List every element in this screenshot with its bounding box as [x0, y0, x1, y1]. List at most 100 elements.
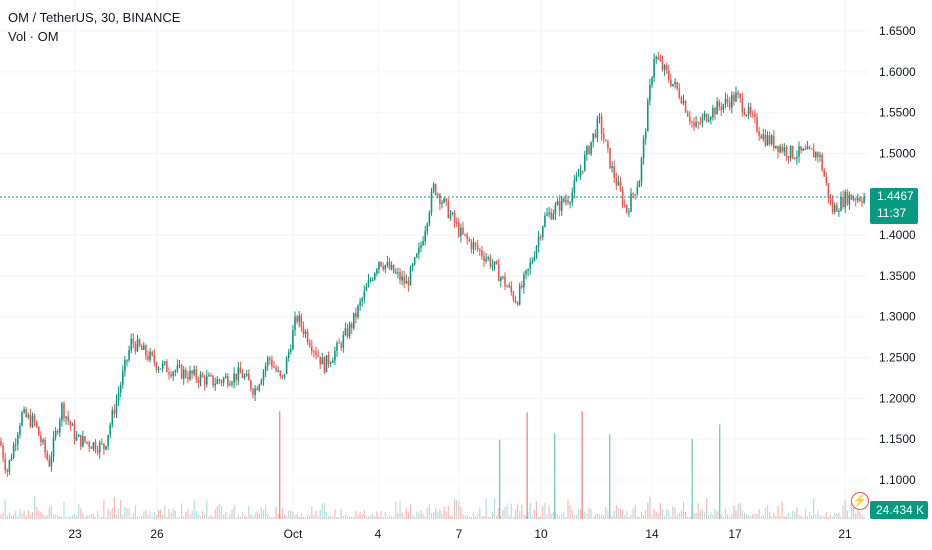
candle-body: [67, 416, 69, 422]
volume-bar: [99, 516, 101, 519]
volume-bar: [124, 506, 126, 519]
candle-body: [390, 264, 393, 269]
volume-bar: [378, 516, 380, 519]
volume-bar: [252, 515, 254, 519]
candle-body: [611, 166, 613, 169]
volume-bar: [611, 515, 613, 519]
volume-bar: [699, 510, 701, 519]
volume-bar: [638, 516, 640, 519]
candle-body: [663, 65, 666, 70]
volume-bar: [863, 516, 865, 519]
volume-bar: [355, 511, 357, 519]
volume-bar: [748, 514, 750, 519]
symbol-title[interactable]: OM / TetherUS, 30, BINANCE: [8, 10, 181, 25]
candle-body: [542, 226, 544, 238]
candle-body: [670, 79, 672, 86]
candle-body: [434, 184, 437, 195]
volume-bar: [256, 511, 258, 519]
candle-body: [470, 241, 473, 250]
candle-body: [63, 403, 65, 419]
candle-body: [728, 101, 731, 108]
candle-body: [214, 383, 216, 386]
candle-body: [577, 175, 580, 177]
volume-bar: [409, 504, 412, 519]
volume-bar: [792, 510, 794, 519]
volume-bar: [286, 515, 288, 519]
candle-body: [405, 280, 408, 284]
volume-bar: [92, 513, 94, 519]
volume-bar: [367, 516, 370, 519]
candle-body: [560, 198, 563, 211]
candle-body: [227, 376, 229, 386]
candle-body: [502, 276, 504, 278]
candle-body: [222, 378, 225, 383]
volume-bar: [601, 515, 603, 519]
candle-body: [380, 261, 382, 267]
volume-bar: [380, 510, 382, 519]
candle-body: [342, 334, 345, 348]
candle-body: [31, 415, 34, 427]
volume-bar: [722, 516, 724, 519]
candle-body: [518, 285, 521, 305]
volume-bar: [353, 516, 355, 519]
volume-bar: [634, 505, 636, 519]
volume-bar: [565, 516, 567, 519]
volume-bar: [151, 516, 153, 519]
volume-bar: [449, 515, 451, 519]
candle-body: [353, 312, 355, 329]
volume-bar: [365, 515, 367, 519]
candle-body: [119, 385, 122, 393]
y-tick-label: 1.4000: [879, 228, 916, 242]
volume-bar: [422, 513, 424, 519]
volume-bar: [596, 513, 598, 519]
volume-bar: [538, 516, 540, 519]
volume-bar: [451, 516, 454, 519]
candle-body: [277, 370, 279, 372]
candle-body: [376, 269, 378, 274]
candle-body: [779, 146, 781, 153]
volume-bar: [693, 513, 695, 519]
volume-bar: [38, 510, 40, 519]
volume-bar: [111, 507, 113, 519]
volume-bar: [571, 510, 573, 519]
volume-bar: [733, 505, 735, 519]
volume-bar: [615, 505, 617, 519]
candle-body: [479, 249, 481, 251]
candle-body: [201, 374, 204, 378]
candle-body: [281, 375, 284, 377]
volume-bar: [258, 513, 260, 519]
candle-body: [439, 194, 441, 204]
volume-bar: [861, 514, 863, 519]
candle-body: [836, 205, 838, 212]
candle-body: [82, 436, 84, 447]
volume-bar: [813, 498, 815, 519]
volume-bar: [741, 509, 743, 519]
y-tick-label: 1.2500: [879, 351, 916, 365]
volume-bar: [678, 512, 680, 519]
volume-bar: [743, 512, 745, 519]
candle-body: [850, 194, 853, 200]
candle-body: [514, 299, 517, 303]
candle-body: [273, 366, 275, 368]
candle-body: [271, 359, 273, 367]
candle-body: [718, 101, 720, 107]
candle-body: [0, 441, 2, 446]
volume-bar: [187, 508, 189, 519]
volume-bar: [17, 516, 19, 519]
lightning-icon[interactable]: ⚡: [851, 492, 869, 510]
candle-body: [250, 380, 252, 390]
candle-body: [544, 215, 546, 227]
volume-bar: [164, 505, 166, 519]
candle-body: [392, 264, 395, 273]
candle-body: [527, 268, 529, 271]
volume-bar: [844, 500, 846, 519]
volume-bar: [588, 507, 590, 519]
volume-bar: [323, 503, 325, 519]
volume-bar: [430, 512, 433, 519]
candle-body: [420, 245, 422, 248]
volume-bar: [351, 516, 353, 519]
candle-body: [17, 434, 19, 445]
volume-indicator-label[interactable]: Vol · OM: [8, 29, 59, 44]
volume-bar: [105, 516, 107, 519]
